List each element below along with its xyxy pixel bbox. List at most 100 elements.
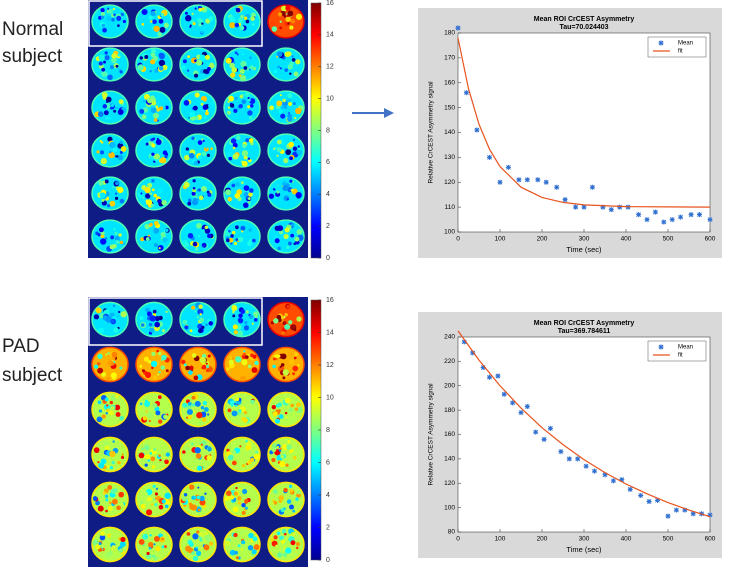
data-point: [480, 364, 486, 370]
speckle: [201, 151, 207, 157]
speckle: [154, 315, 160, 322]
subject-label: PAD: [2, 336, 40, 357]
speckle: [181, 496, 187, 502]
speckle: [289, 496, 292, 499]
speckle: [251, 549, 257, 555]
speckle: [287, 10, 294, 17]
speckle: [119, 366, 123, 370]
data-point: [501, 391, 507, 397]
speckle: [235, 556, 239, 560]
speckle: [158, 370, 161, 374]
colorbar-tick-label: 0: [326, 255, 330, 262]
speckle: [111, 545, 117, 551]
speckle: [204, 228, 211, 234]
speckle: [160, 365, 166, 370]
speckle: [196, 530, 200, 534]
speckle: [289, 156, 293, 161]
speckle: [196, 222, 202, 229]
data-point: [707, 217, 713, 223]
speckle: [203, 146, 209, 152]
speckle: [287, 351, 292, 356]
speckle: [120, 311, 127, 318]
speckle: [283, 233, 289, 240]
speckle: [241, 99, 247, 104]
speckle: [229, 549, 236, 556]
speckle: [154, 492, 159, 496]
speckle: [286, 305, 290, 309]
speckle: [111, 319, 114, 323]
speckle: [158, 504, 164, 510]
speckle: [187, 233, 194, 239]
speckle: [284, 227, 290, 233]
speckle: [270, 321, 274, 325]
speckle: [205, 362, 208, 365]
speckle: [138, 405, 145, 411]
speckle: [189, 111, 196, 118]
speckle: [247, 105, 251, 109]
speckle: [189, 329, 193, 333]
data-point: [697, 212, 702, 218]
speckle: [145, 237, 150, 241]
colorbar-tick-label: 8: [326, 127, 330, 134]
speckle: [290, 532, 296, 537]
legend-label: fit: [678, 49, 683, 55]
speckle: [243, 350, 246, 353]
speckle: [283, 532, 287, 536]
speckle: [157, 373, 160, 376]
speckle: [227, 106, 231, 109]
data-point: [541, 436, 547, 442]
speckle: [244, 92, 250, 98]
speckle: [160, 232, 166, 238]
speckle: [109, 65, 114, 70]
speckle: [279, 535, 285, 541]
speckle: [158, 247, 161, 250]
speckle: [293, 242, 297, 246]
speckle: [100, 8, 105, 13]
data-point: [644, 217, 650, 223]
speckle: [288, 241, 292, 246]
speckle: [184, 325, 189, 330]
speckle: [276, 51, 283, 57]
speckle: [153, 227, 160, 234]
speckle: [288, 359, 295, 365]
speckle: [233, 108, 238, 113]
baseline-box: [88, 0, 263, 47]
speckle: [296, 149, 302, 155]
speckle: [144, 400, 151, 407]
speckle: [140, 192, 143, 195]
speckle: [272, 364, 276, 369]
speckle: [141, 23, 145, 26]
speckle: [162, 237, 168, 243]
y-tick-label: 100: [444, 229, 455, 236]
speckle: [120, 536, 126, 543]
speckle: [196, 59, 203, 66]
speckle: [148, 15, 153, 20]
speckle: [273, 357, 276, 361]
speckle: [195, 247, 199, 252]
speckle: [244, 321, 248, 325]
speckle: [109, 244, 115, 250]
speckle: [241, 540, 246, 545]
speckle: [205, 111, 209, 116]
chart-subtitle: Tau=70.024403: [559, 24, 608, 31]
data-point: [566, 456, 572, 462]
speckle: [287, 116, 293, 122]
speckle: [276, 100, 283, 107]
speckle: [113, 228, 116, 231]
speckle: [228, 156, 233, 161]
speckle: [253, 544, 260, 551]
speckle: [198, 7, 203, 12]
legend-swatch: [658, 40, 664, 46]
speckle: [203, 115, 207, 120]
speckle: [193, 495, 197, 500]
speckle: [152, 403, 158, 409]
speckle: [145, 307, 150, 313]
speckle: [283, 105, 288, 110]
speckle: [232, 153, 239, 160]
speckle: [296, 229, 303, 235]
y-tick-label: 180: [444, 30, 455, 37]
speckle: [149, 222, 153, 227]
speckle: [156, 349, 160, 353]
data-point: [470, 350, 476, 356]
speckle: [194, 73, 199, 78]
